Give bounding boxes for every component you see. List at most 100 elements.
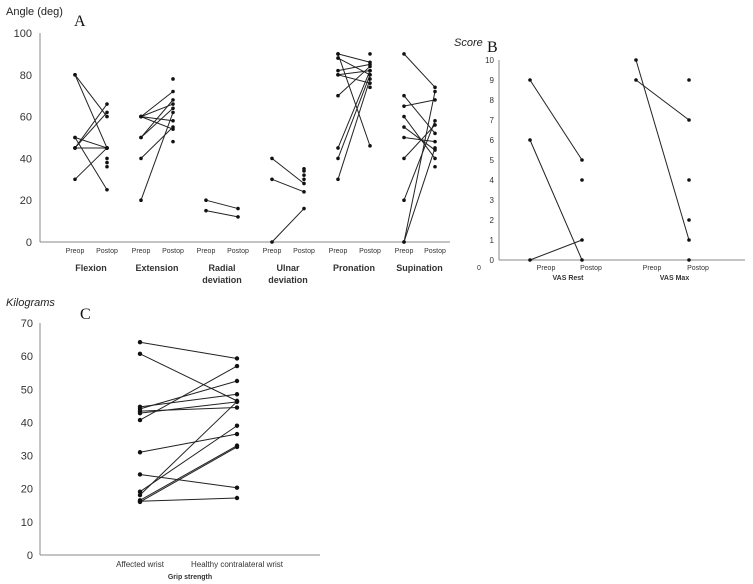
panel-a-category-label: deviation <box>202 275 242 285</box>
panel-c-y-tick-label: 50 <box>21 384 33 396</box>
panel-a-postop-point <box>105 164 109 169</box>
panel-a-subject-line <box>403 147 436 243</box>
panel-a-tick-postop: Postop <box>96 248 118 255</box>
panel-c-affected-point <box>137 410 143 416</box>
panel-c-healthy-point <box>234 423 240 428</box>
panel-a-postop-point <box>433 156 437 161</box>
panel-a-postop-point <box>105 160 109 165</box>
panel-a-plot: 0 20 40 60 80 100 Preop Postop Flexion Preop Posto… <box>14 28 446 285</box>
panel-a-tick-postop: Postop <box>359 248 381 255</box>
panel-a-subject-line <box>140 91 174 117</box>
panel-a-postop-point <box>433 118 437 123</box>
panel-a-postop-point <box>302 173 306 177</box>
panel-a-preop-point <box>336 52 340 56</box>
panel-a-postop-point <box>171 110 175 115</box>
panel-c-subject-line <box>139 445 238 501</box>
panel-b-y-tick-label: 2 <box>490 216 495 225</box>
panel-c-affected-point <box>137 340 143 345</box>
panel-a-preop-point <box>402 135 406 140</box>
panel-a-postop-point <box>433 139 437 144</box>
panel-a-subject-line <box>337 57 371 76</box>
panel-c-affected-point <box>137 499 143 504</box>
panel-a-subject-line <box>271 178 305 193</box>
panel-b-preop-point <box>528 138 532 142</box>
panel-a-y-tick-label: 60 <box>20 112 32 124</box>
panel-c-y-tick-label: 10 <box>21 517 33 529</box>
panel-a-subject-line <box>337 74 371 159</box>
panel-a-postop-point <box>368 77 372 81</box>
panel-c-healthy-point <box>234 363 240 369</box>
panel-a-tick-preop: Preop <box>197 248 216 255</box>
panel-a-postop-point <box>302 190 306 194</box>
panel-a-subject-line <box>205 199 239 210</box>
panel-a-postop-point <box>236 215 240 219</box>
panel-a-postop-point <box>105 102 109 106</box>
panel-b-plot: 0 1 2 3 4 5 6 7 8 9 10 Preop Postop VAS Rest Preop Post… <box>485 56 709 282</box>
panel-a-preop-point <box>336 146 340 150</box>
panel-c-xlabel: Grip strength <box>168 574 212 581</box>
panel-a-y-tick-label: 80 <box>20 70 32 82</box>
panel-a-postop-point <box>433 98 437 102</box>
panel-a-subject-line <box>337 63 371 72</box>
panel-a-subject-line <box>337 70 371 149</box>
panel-c-y-tick-label: 70 <box>21 318 33 330</box>
panel-c-subject-line <box>139 401 238 496</box>
panel-a-tick-postop: Postop <box>162 248 184 255</box>
panel-c-affected-point <box>137 472 143 477</box>
panel-c-plot: 0 10 20 30 40 50 60 70 Affected wrist Healthy con… <box>21 318 284 569</box>
panel-c-y-tick-label: 20 <box>21 484 33 496</box>
panel-a-preop-point <box>73 177 77 182</box>
panel-c-affected-point <box>137 489 143 494</box>
panel-a-category-label: Pronation <box>333 263 375 273</box>
panel-a-postop-point <box>171 139 175 144</box>
panel-c-healthy-point <box>234 356 240 361</box>
panel-b-y-tick-label: 4 <box>490 176 495 185</box>
panel-a-postop-point <box>368 85 372 90</box>
panel-b-subject-line <box>529 139 583 261</box>
panel-a-tick-preop: Preop <box>395 248 414 255</box>
panel-a-preop-point <box>270 177 274 182</box>
panel-a-y-tick-label: 40 <box>20 153 32 165</box>
panel-a-subject-line <box>74 74 108 117</box>
panel-a-preop-point <box>270 240 274 244</box>
panel-a-postop-point <box>368 73 372 77</box>
panel-b-preop-point <box>634 58 638 62</box>
panel-b-ylabel: Score <box>454 37 483 49</box>
panel-c-subject-line <box>139 341 238 359</box>
panel-b-subject-line <box>635 59 690 241</box>
panel-c-subject-line <box>139 407 238 412</box>
panel-a-preop-point <box>139 114 143 119</box>
panel-a-preop-point <box>139 198 143 202</box>
panel-c-healthy-point <box>234 405 240 410</box>
panel-c-healthy-point <box>234 378 240 384</box>
panel-c-healthy-point <box>234 392 240 397</box>
panel-b-subject-line <box>529 79 583 161</box>
panel-a-y-tick-label: 0 <box>26 237 32 249</box>
panel-a-subject-line <box>205 210 239 218</box>
panel-c-y-tick-label: 0 <box>27 550 33 562</box>
panel-b-postop-point <box>687 218 691 222</box>
panel-a-category-label: Flexion <box>75 263 107 273</box>
panel-a-preop-point <box>270 156 274 161</box>
panel-a-tick-preop: Preop <box>66 248 85 255</box>
panel-c-healthy-point <box>234 485 240 490</box>
panel-a-postop-point <box>302 181 306 186</box>
panel-a-postop-point <box>171 89 175 94</box>
panel-a-subject-line <box>403 91 436 243</box>
panel-a-subject-line <box>337 78 371 180</box>
panel-a-subject-line <box>403 124 436 159</box>
panel-a-postop-point <box>433 131 437 136</box>
panel-a-postop-point <box>236 206 240 211</box>
panel-a-tick-preop: Preop <box>329 248 348 255</box>
panel-a-preop-point <box>73 73 77 77</box>
panel-a-category-label: Radial <box>208 263 235 273</box>
panel-a-subject-line <box>271 208 305 243</box>
panel-b-category-label: VAS Max <box>660 275 690 282</box>
panel-a-postop-point <box>171 125 175 129</box>
panel-a-category-label: Ulnar <box>276 263 300 273</box>
panel-c-affected-point <box>137 492 143 498</box>
panel-c-y-tick-label: 40 <box>21 417 33 429</box>
panel-c-subject-line <box>139 433 238 453</box>
panel-b-subject-line <box>529 239 583 261</box>
